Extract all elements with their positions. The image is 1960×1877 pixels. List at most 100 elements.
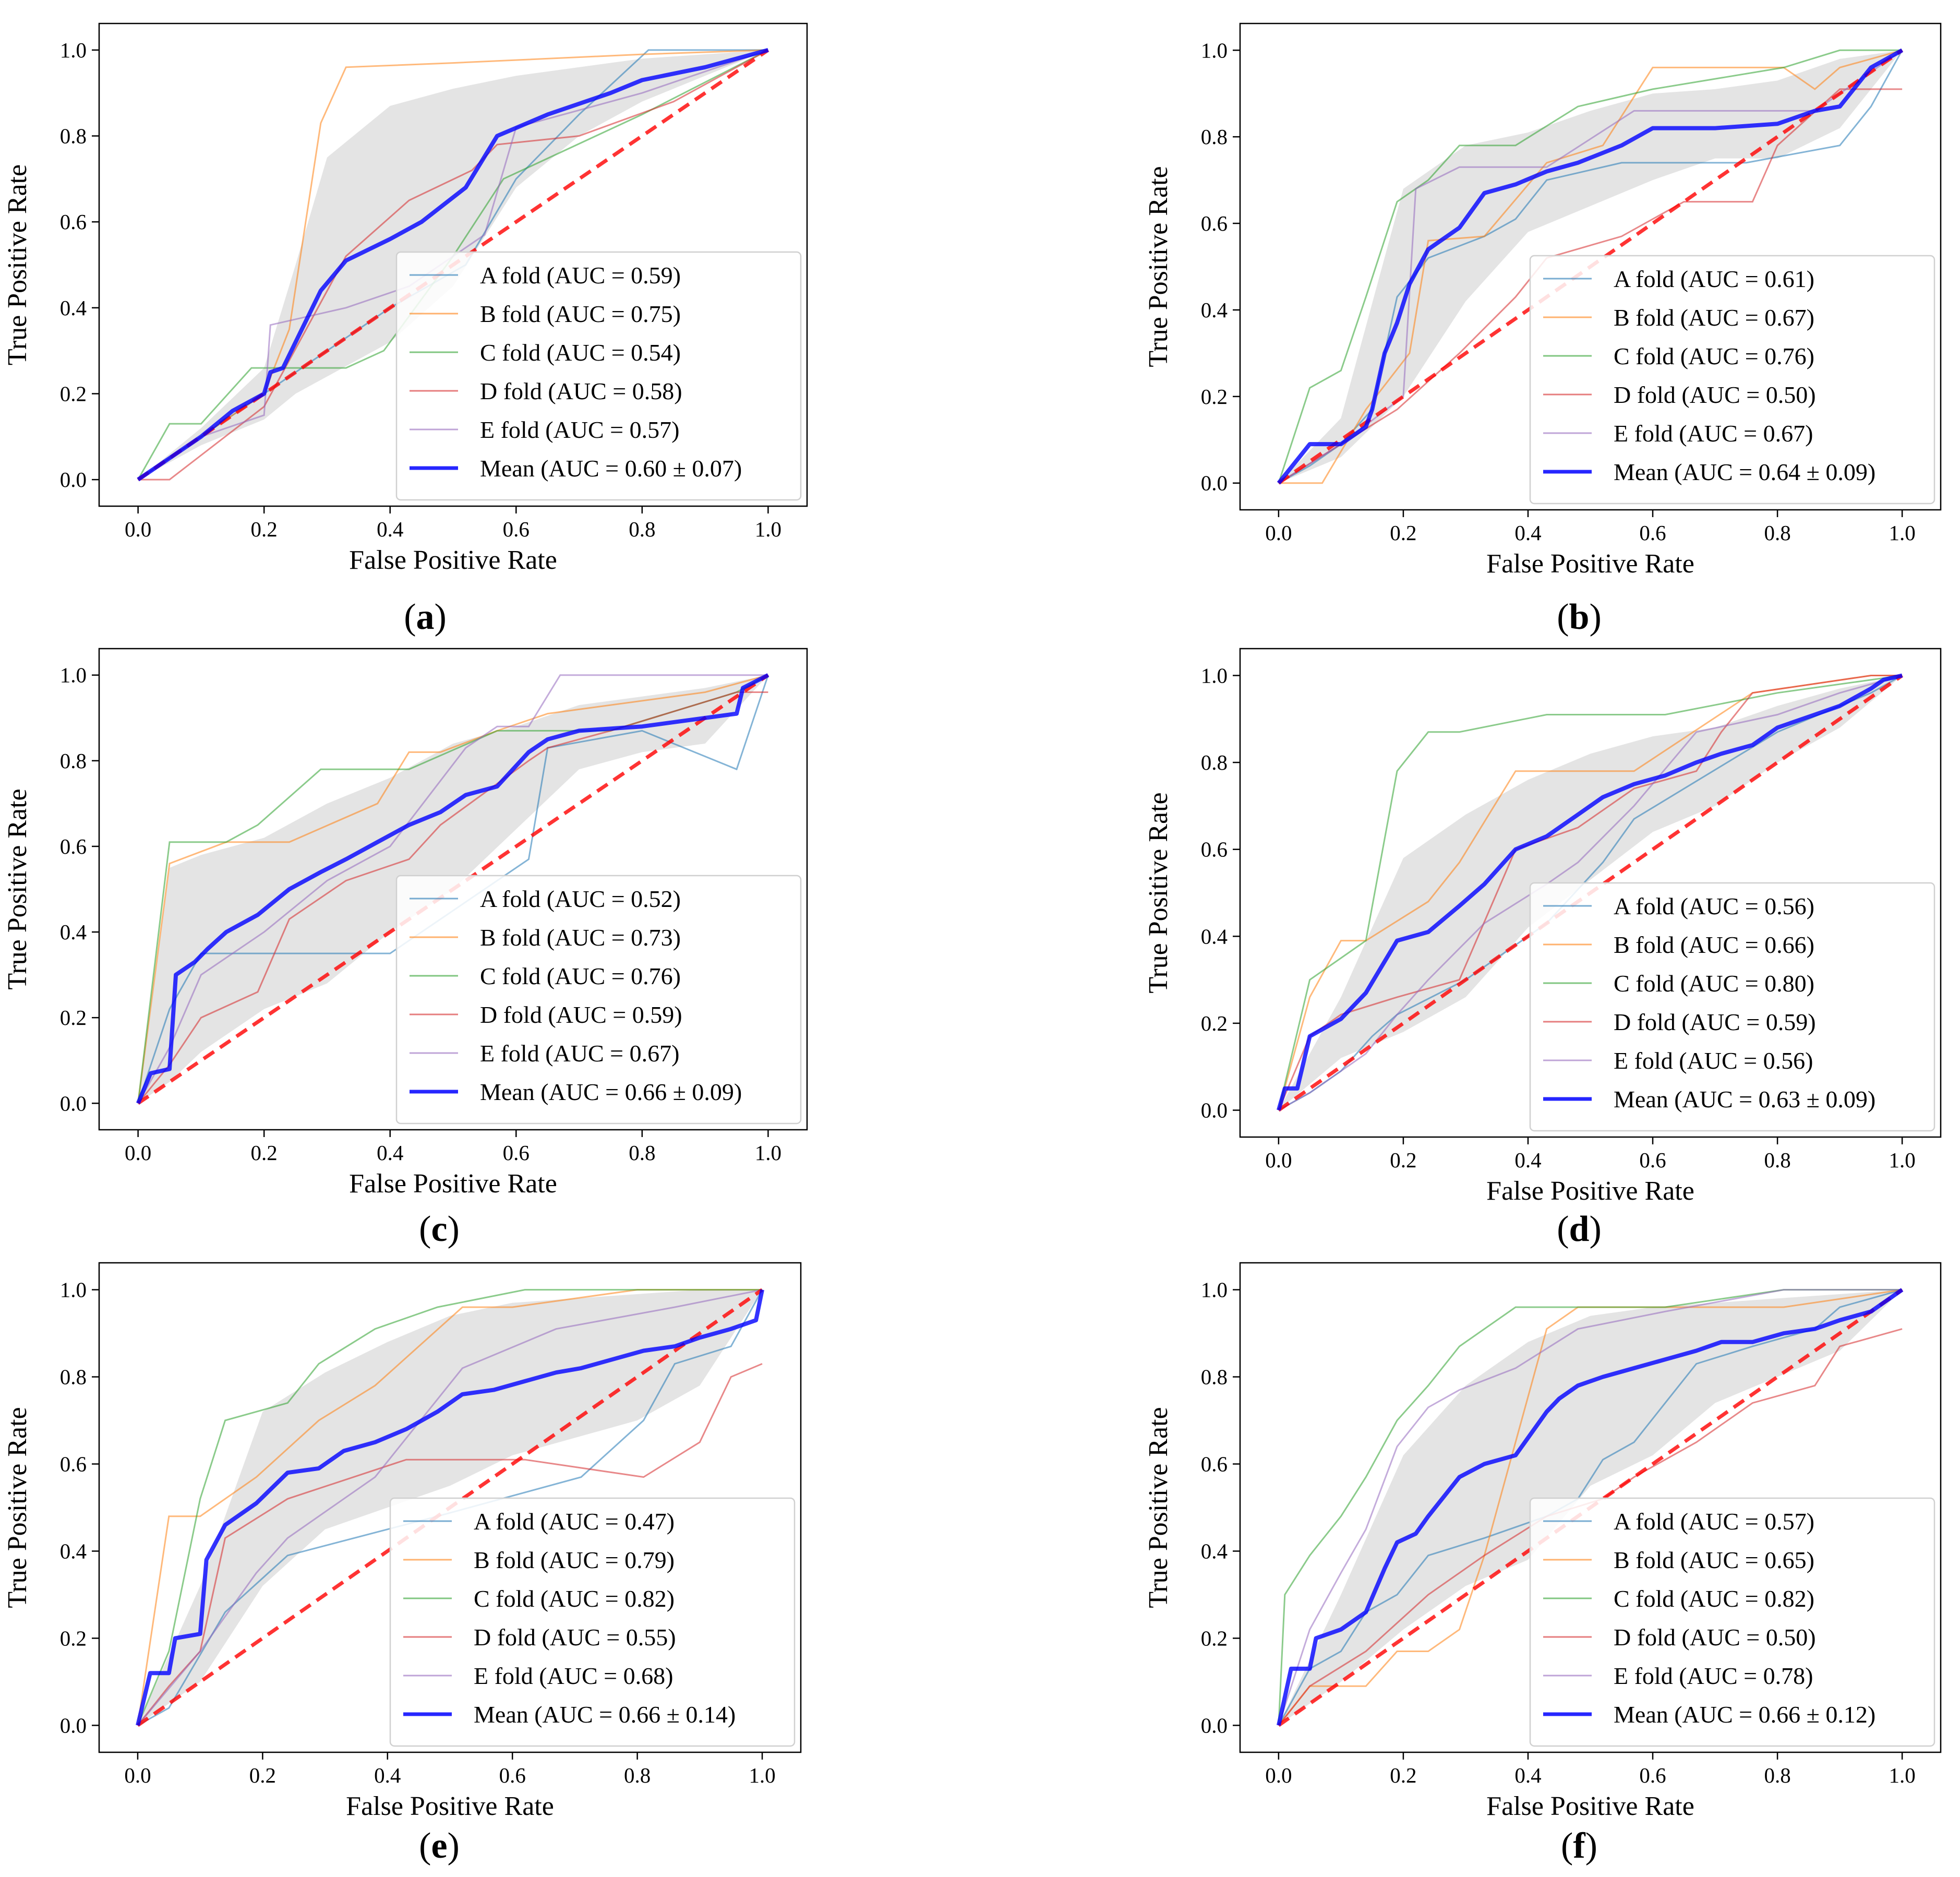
legend-entry: A fold (AUC = 0.61) bbox=[1614, 266, 1814, 292]
axes-frame bbox=[98, 22, 808, 507]
roc-curve-fold-b bbox=[137, 1289, 762, 1726]
y-tick-label: 0.4 bbox=[60, 1539, 87, 1563]
legend-entry: E fold (AUC = 0.78) bbox=[1614, 1663, 1813, 1689]
legend-entry: D fold (AUC = 0.59) bbox=[480, 1001, 682, 1028]
legend-entry: C fold (AUC = 0.54) bbox=[480, 339, 681, 366]
legend-entry: C fold (AUC = 0.76) bbox=[480, 963, 681, 989]
x-tick-label: 0.4 bbox=[377, 1141, 403, 1165]
legend-box bbox=[389, 1497, 796, 1747]
y-axis-label: True Positive Rate bbox=[3, 788, 32, 989]
y-tick-label: 0.6 bbox=[1201, 1452, 1228, 1476]
roc-curve-fold-c bbox=[1278, 675, 1903, 1110]
legend-entry: B fold (AUC = 0.67) bbox=[1614, 304, 1814, 331]
x-tick-label: 0.2 bbox=[1390, 521, 1416, 545]
x-tick-label: 0.6 bbox=[1639, 521, 1666, 545]
y-tick-label: 0.4 bbox=[1201, 298, 1228, 322]
x-tick-label: 0.0 bbox=[1265, 1763, 1292, 1787]
x-tick-label: 1.0 bbox=[755, 1141, 781, 1165]
y-tick-label: 0.0 bbox=[60, 1713, 87, 1737]
y-tick-label: 0.6 bbox=[60, 1452, 87, 1476]
y-tick-label: 0.2 bbox=[1201, 1011, 1228, 1035]
x-tick-label: 0.4 bbox=[1514, 521, 1541, 545]
y-tick-label: 0.8 bbox=[1201, 1365, 1228, 1389]
y-tick-label: 0.0 bbox=[60, 468, 87, 492]
y-tick-label: 0.2 bbox=[60, 1006, 87, 1030]
legend-box bbox=[1529, 255, 1935, 505]
x-tick-label: 0.0 bbox=[1265, 1148, 1292, 1172]
mean-roc-curve bbox=[137, 48, 769, 482]
legend-box bbox=[1529, 882, 1935, 1132]
legend-entry: D fold (AUC = 0.50) bbox=[1614, 1624, 1816, 1651]
legend-entry: E fold (AUC = 0.67) bbox=[480, 1040, 679, 1067]
y-tick-label: 0.4 bbox=[1201, 1539, 1228, 1563]
roc-curve-fold-e bbox=[1278, 1289, 1903, 1726]
panel-label-d: (d) bbox=[1557, 1209, 1602, 1249]
y-tick-label: 0.2 bbox=[60, 1626, 87, 1650]
panel-letter: f bbox=[1573, 1826, 1585, 1866]
x-axis-label: False Positive Rate bbox=[349, 1169, 557, 1199]
roc-curve-fold-a bbox=[137, 1289, 763, 1726]
y-tick-label: 0.8 bbox=[1201, 125, 1228, 149]
x-tick-label: 0.8 bbox=[1764, 521, 1790, 545]
roc-curve-fold-e bbox=[137, 674, 768, 1104]
legend-entry: D fold (AUC = 0.58) bbox=[480, 378, 682, 404]
chart-panel-a: 0.0 0.0 0.2 0.2 0.4 0.4 0.6 0.6 0.8 0.8 1.0 1.0 Fals… bbox=[3, 22, 808, 575]
y-tick-label: 0.6 bbox=[1201, 838, 1228, 862]
std-band bbox=[137, 1289, 763, 1726]
y-axis-label: True Positive Rate bbox=[1144, 792, 1173, 993]
y-tick-label: 0.6 bbox=[60, 834, 87, 858]
roc-curve-fold-c bbox=[137, 1289, 762, 1726]
x-tick-label: 0.2 bbox=[1390, 1763, 1416, 1787]
x-tick-label: 0.6 bbox=[1639, 1763, 1666, 1787]
x-tick-label: 0.6 bbox=[1639, 1148, 1666, 1172]
x-axis-label: False Positive Rate bbox=[1486, 1176, 1694, 1206]
y-tick-label: 1.0 bbox=[60, 38, 87, 62]
y-tick-label: 1.0 bbox=[1201, 38, 1228, 62]
x-axis-label: False Positive Rate bbox=[349, 545, 557, 575]
y-tick-label: 0.2 bbox=[60, 381, 87, 405]
panel-label-b: (b) bbox=[1557, 597, 1602, 637]
x-tick-label: 0.2 bbox=[251, 1141, 278, 1165]
legend-entry: B fold (AUC = 0.75) bbox=[480, 301, 681, 327]
legend-entry: B fold (AUC = 0.79) bbox=[474, 1547, 675, 1573]
y-tick-label: 0.2 bbox=[1201, 1626, 1228, 1650]
x-axis-label: False Positive Rate bbox=[1486, 549, 1694, 579]
x-tick-label: 0.6 bbox=[503, 1141, 530, 1165]
x-tick-label: 0.4 bbox=[377, 517, 403, 541]
chart-panel-e: 0.0 0.0 0.2 0.2 0.4 0.4 0.6 0.6 0.8 0.8 1.0 1.0 Fals… bbox=[3, 1262, 802, 1821]
y-tick-label: 0.0 bbox=[1201, 1713, 1228, 1737]
y-axis-label: True Positive Rate bbox=[3, 164, 32, 365]
x-tick-label: 0.8 bbox=[629, 1141, 655, 1165]
roc-curve-fold-b bbox=[137, 674, 768, 1104]
y-tick-label: 0.4 bbox=[60, 296, 87, 320]
x-tick-label: 0.8 bbox=[624, 1763, 651, 1787]
std-band bbox=[1278, 50, 1903, 483]
legend-box bbox=[395, 251, 802, 501]
legend-entry: Mean (AUC = 0.63 ± 0.09) bbox=[1614, 1086, 1875, 1113]
x-tick-label: 0.6 bbox=[503, 517, 530, 541]
y-tick-label: 0.4 bbox=[60, 920, 87, 944]
legend-entry: E fold (AUC = 0.56) bbox=[1614, 1047, 1813, 1074]
roc-curve-fold-c bbox=[1278, 1289, 1903, 1726]
y-tick-label: 0.0 bbox=[1201, 1098, 1228, 1122]
x-tick-label: 0.8 bbox=[1764, 1763, 1790, 1787]
y-tick-label: 0.8 bbox=[60, 1365, 87, 1389]
x-tick-label: 0.0 bbox=[124, 1763, 151, 1787]
x-axis-label: False Positive Rate bbox=[1486, 1791, 1694, 1821]
x-tick-label: 1.0 bbox=[1889, 1763, 1916, 1787]
chart-panel-d: 0.0 0.0 0.2 0.2 0.4 0.4 0.6 0.6 0.8 0.8 1.0 1.0 Fals… bbox=[1144, 648, 1942, 1206]
axes-frame bbox=[98, 1262, 802, 1753]
panel-label-c: (c) bbox=[419, 1209, 460, 1249]
y-tick-label: 0.6 bbox=[1201, 211, 1228, 235]
legend-entry: E fold (AUC = 0.68) bbox=[474, 1663, 673, 1689]
legend-entry: B fold (AUC = 0.65) bbox=[1614, 1547, 1814, 1573]
legend-entry: Mean (AUC = 0.66 ± 0.14) bbox=[474, 1701, 736, 1728]
legend: A fold (AUC = 0.59) B fold (AUC = 0.75) C … bbox=[395, 251, 802, 501]
legend-entry: A fold (AUC = 0.59) bbox=[480, 262, 681, 289]
legend-entry: B fold (AUC = 0.66) bbox=[1614, 931, 1814, 958]
x-tick-label: 0.0 bbox=[125, 1141, 151, 1165]
y-tick-label: 1.0 bbox=[1201, 663, 1228, 687]
legend: A fold (AUC = 0.61) B fold (AUC = 0.67) C … bbox=[1529, 255, 1935, 505]
legend-entry: A fold (AUC = 0.57) bbox=[1614, 1508, 1814, 1535]
